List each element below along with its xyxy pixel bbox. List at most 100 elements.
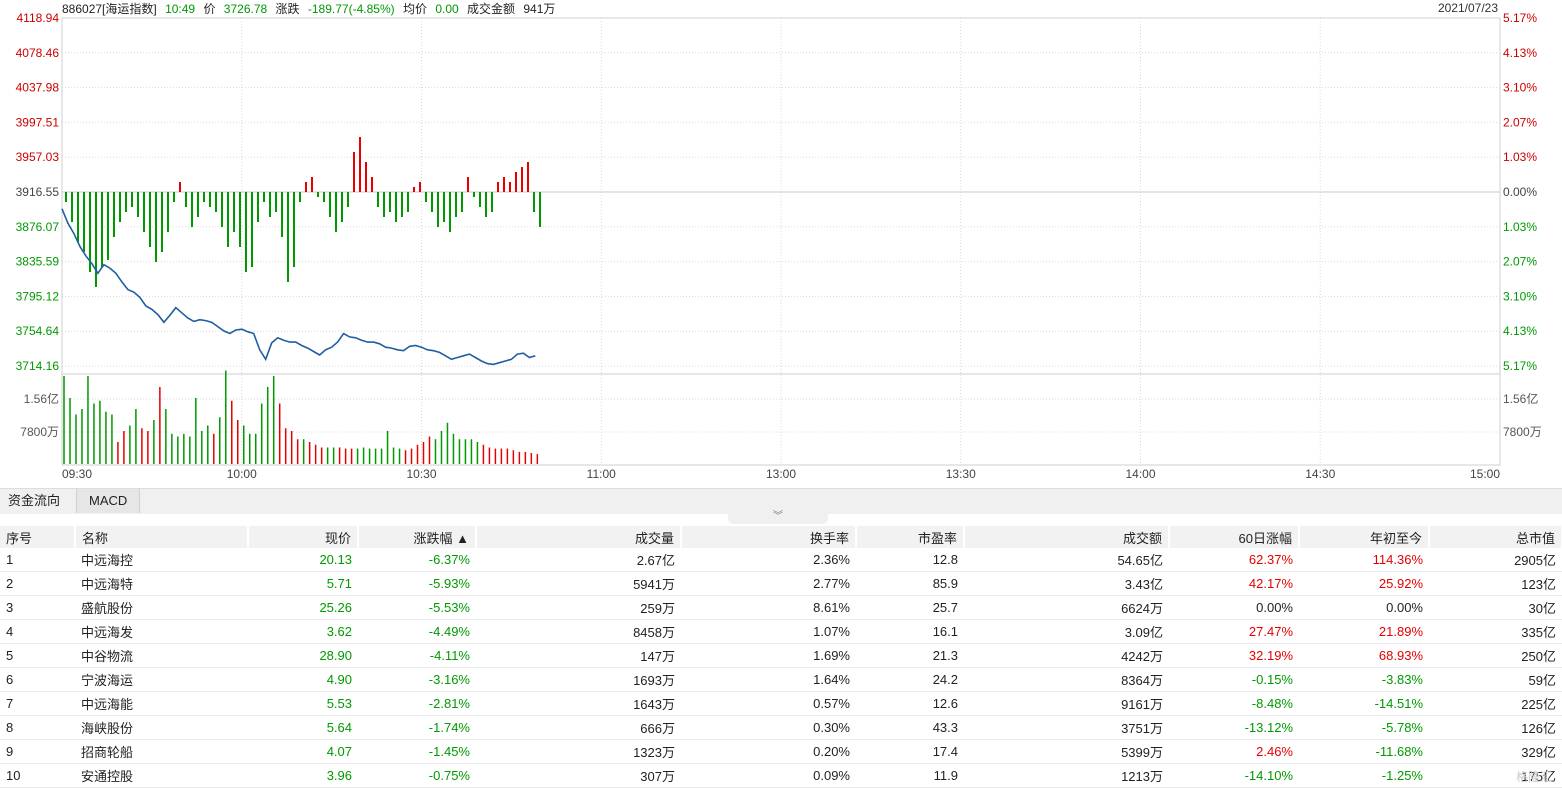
y-tick-right: 5.17% (1503, 11, 1537, 25)
table-row[interactable]: 9 招商轮船 4.07 -1.45% 1323万 0.20% 17.4 5399万 2.46% -… (0, 739, 1562, 764)
table-cell: 2.77% (681, 571, 856, 596)
table-body: 1 中远海控 20.13 -6.37% 2.67亿 2.36% 12.8 54.65亿 62.3… (0, 548, 1562, 788)
table-cell: 4242万 (964, 643, 1169, 668)
table-row[interactable]: 7 中远海能 5.53 -2.81% 1643万 0.57% 12.6 9161万 -8.48%… (0, 691, 1562, 716)
table-cell: -1.25% (1299, 763, 1429, 788)
avg-label: 均价 (402, 2, 427, 16)
chart-date: 2021/07/23 (1437, 1, 1498, 15)
column-header[interactable]: 总市值 (1429, 526, 1562, 548)
y-tick-right: 1.03% (1503, 220, 1537, 234)
column-header[interactable]: 换手率 (681, 526, 857, 548)
table-cell: -8.48% (1169, 691, 1299, 716)
table-cell: 2905亿 (1429, 548, 1562, 572)
table-cell: 3.09亿 (964, 619, 1169, 644)
x-tick-label: 14:00 (1125, 467, 1155, 481)
y-tick-left: 3714.16 (16, 359, 60, 373)
volume-tick-right: 1.56亿 (1503, 391, 1538, 406)
table-cell: -14.10% (1169, 763, 1299, 788)
table-row[interactable]: 5 中谷物流 28.90 -4.11% 147万 1.69% 21.3 4242万 32.19%… (0, 643, 1562, 668)
column-header[interactable]: 市盈率 (856, 526, 965, 548)
table-cell: 2.46% (1169, 739, 1299, 764)
y-tick-left: 4037.98 (16, 81, 60, 95)
price-label: 价 (203, 2, 216, 16)
table-cell: 16.1 (856, 619, 964, 644)
table-cell: -4.49% (358, 619, 476, 644)
table-cell: 5.71 (248, 571, 358, 596)
x-tick-label: 14:30 (1305, 467, 1335, 481)
table-cell: 3.96 (248, 763, 358, 788)
table-cell: 1693万 (476, 667, 681, 692)
table-cell: 11.9 (856, 763, 964, 788)
table-row[interactable]: 2 中远海特 5.71 -5.93% 5941万 2.77% 85.9 3.43亿 42.17%… (0, 571, 1562, 596)
column-header[interactable]: 成交额 (964, 526, 1170, 548)
table-cell: 3751万 (964, 715, 1169, 740)
index-code-name: 886027[海运指数] (62, 2, 157, 16)
tab-fund-flow[interactable]: 资金流向 (8, 493, 61, 508)
table-cell: 招商轮船 (75, 739, 248, 764)
y-tick-left: 4118.94 (17, 11, 60, 25)
table-cell: 3.62 (248, 619, 358, 644)
watermark-logo: 格隆汇 (1515, 770, 1552, 784)
table-cell: 5 (0, 643, 75, 668)
table-cell: 1323万 (476, 739, 681, 764)
table-cell: 62.37% (1169, 548, 1299, 572)
table-cell: 0.20% (681, 739, 856, 764)
x-tick-label: 11:00 (587, 467, 616, 481)
table-cell: 中远海控 (75, 548, 248, 572)
table-cell: 12.8 (856, 548, 964, 572)
table-cell: 5.53 (248, 691, 358, 716)
table-cell: -6.37% (358, 548, 476, 572)
table-cell: 147万 (476, 643, 681, 668)
y-tick-right: 4.13% (1503, 46, 1537, 60)
column-header[interactable]: 涨跌幅 ▲ (358, 526, 477, 548)
table-cell: 1.64% (681, 667, 856, 692)
volume-tick-left: 1.56亿 (24, 391, 59, 406)
table-cell: 17.4 (856, 739, 964, 764)
y-tick-left: 3957.03 (16, 150, 60, 164)
table-cell: 盛航股份 (75, 595, 248, 620)
amount-value: 941万 (523, 2, 556, 16)
table-cell: 114.36% (1299, 548, 1429, 572)
table-cell: 9161万 (964, 691, 1169, 716)
table-cell: 0.09% (681, 763, 856, 788)
table-row[interactable]: 8 海峡股份 5.64 -1.74% 666万 0.30% 43.3 3751万 -13.12%… (0, 715, 1562, 740)
table-row[interactable]: 3 盛航股份 25.26 -5.53% 259万 8.61% 25.7 6624万 0.00% 0… (0, 595, 1562, 620)
table-cell: 85.9 (856, 571, 964, 596)
table-cell: 12.6 (856, 691, 964, 716)
table-cell: 海峡股份 (75, 715, 248, 740)
table-cell: 259万 (476, 595, 681, 620)
table-row[interactable]: 1 中远海控 20.13 -6.37% 2.67亿 2.36% 12.8 54.65亿 62.3… (0, 548, 1562, 572)
column-header[interactable]: 序号 (0, 526, 76, 548)
column-header[interactable]: 年初至今 (1299, 526, 1430, 548)
table-cell: 25.7 (856, 595, 964, 620)
table-cell: 2.67亿 (476, 548, 681, 572)
volume-tick-left: 7800万 (20, 425, 59, 439)
intraday-chart[interactable]: 4118.94 5.17% 4078.46 4.13% 4037.98 3.10% 3997… (0, 0, 1562, 487)
table-cell: 1643万 (476, 691, 681, 716)
table-cell: -0.15% (1169, 667, 1299, 692)
y-tick-left: 4078.46 (16, 46, 60, 60)
table-cell: 54.65亿 (964, 548, 1169, 572)
collapse-handle[interactable]: ︾ (728, 512, 828, 524)
column-header[interactable]: 成交量 (476, 526, 682, 548)
table-cell: 8.61% (681, 595, 856, 620)
table-cell: 4.90 (248, 667, 358, 692)
column-header[interactable]: 现价 (248, 526, 359, 548)
table-row[interactable]: 10 安通控股 3.96 -0.75% 307万 0.09% 11.9 1213万 -14.10… (0, 763, 1562, 788)
y-tick-left: 3795.12 (16, 289, 60, 303)
y-tick-left: 3754.64 (16, 324, 60, 338)
table-cell: 250亿 (1429, 643, 1562, 668)
tab-macd[interactable]: MACD (76, 489, 141, 513)
table-cell: 安通控股 (75, 763, 248, 788)
table-cell: 2.36% (681, 548, 856, 572)
table-cell: 6624万 (964, 595, 1169, 620)
table-cell: 0.57% (681, 691, 856, 716)
y-tick-right: 3.10% (1503, 81, 1537, 95)
table-row[interactable]: 6 宁波海运 4.90 -3.16% 1693万 1.64% 24.2 8364万 -0.15%… (0, 667, 1562, 692)
column-header[interactable]: 名称 (75, 526, 249, 548)
column-header[interactable]: 60日涨幅 (1169, 526, 1300, 548)
table-cell: 2 (0, 571, 75, 596)
table-cell: -0.75% (358, 763, 476, 788)
y-tick-right: 1.03% (1503, 150, 1537, 164)
table-row[interactable]: 4 中远海发 3.62 -4.49% 8458万 1.07% 16.1 3.09亿 27.47%… (0, 619, 1562, 644)
